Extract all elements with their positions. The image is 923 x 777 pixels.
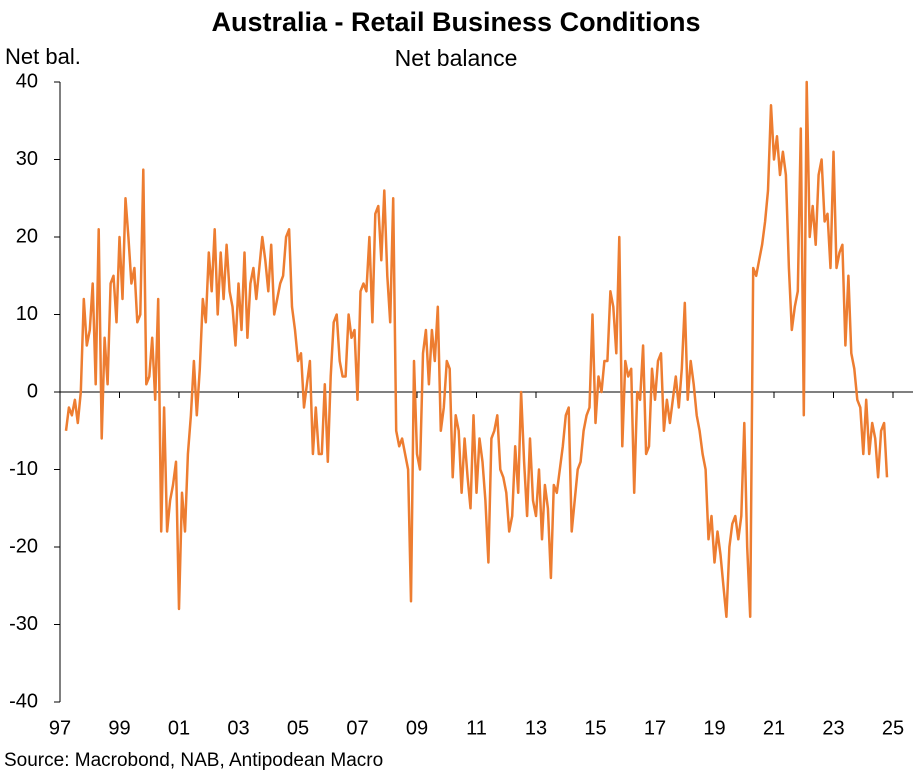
data-line: [64, 80, 889, 619]
x-tick-label: 15: [584, 717, 606, 739]
chart-title: Australia - Retail Business Conditions: [211, 7, 700, 37]
y-tick-label: -40: [9, 690, 38, 712]
y-tick-label: 20: [16, 225, 38, 247]
y-tick-label: -20: [9, 535, 38, 557]
x-tick-label: 01: [168, 717, 190, 739]
x-tick-label: 19: [703, 717, 725, 739]
x-tick-label: 99: [108, 717, 130, 739]
x-tick-label: 17: [644, 717, 666, 739]
x-tick-label: 03: [227, 717, 249, 739]
x-tick-label: 09: [406, 717, 428, 739]
x-tick-label: 07: [346, 717, 368, 739]
x-tick-label: 13: [525, 717, 547, 739]
x-tick-label: 21: [763, 717, 785, 739]
x-tick-label: 23: [822, 717, 844, 739]
source: Source: Macrobond, NAB, Antipodean Macro: [4, 750, 383, 771]
y-tick-label: 40: [16, 70, 38, 92]
chart-subtitle: Net balance: [395, 45, 518, 71]
y-axis-label: Net bal.: [5, 44, 81, 69]
x-tick-label: 25: [882, 717, 904, 739]
x-tick-label: 11: [466, 717, 487, 739]
y-tick-label: -30: [9, 613, 38, 635]
y-tick-label: 30: [16, 148, 38, 170]
y-tick-label: -10: [9, 458, 38, 480]
y-tick-label: 10: [16, 303, 38, 325]
y-tick-label: 0: [27, 380, 38, 402]
x-tick-label: 05: [287, 717, 309, 739]
x-tick-label: 97: [49, 717, 71, 739]
